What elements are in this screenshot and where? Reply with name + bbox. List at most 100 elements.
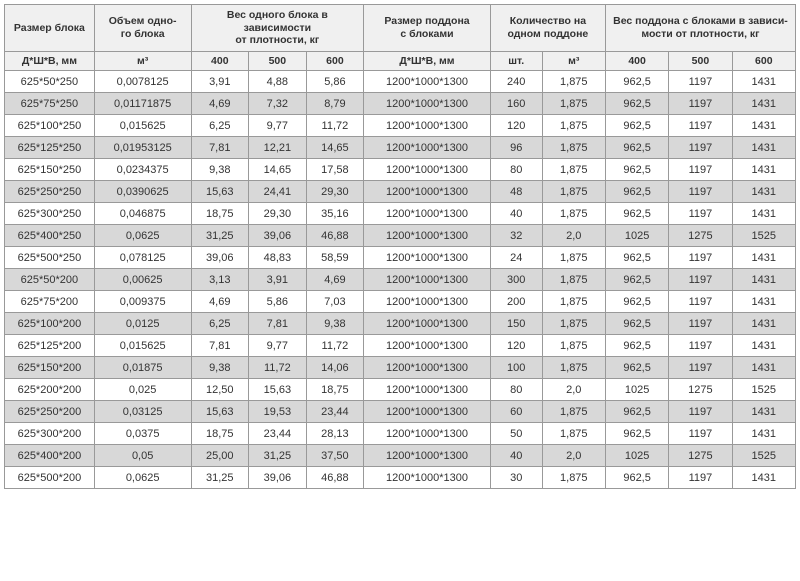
table-row: 625*400*2500,062531,2539,0646,881200*100… — [5, 225, 796, 247]
table-cell: 8,79 — [306, 93, 364, 115]
table-cell: 39,06 — [249, 225, 307, 247]
table-cell: 5,86 — [306, 71, 364, 93]
table-cell: 150 — [490, 313, 542, 335]
table-header: Размер блокаОбъем одно-го блокаВес одног… — [5, 5, 796, 71]
table-cell: 14,06 — [306, 357, 364, 379]
table-cell: 1200*1000*1300 — [364, 269, 491, 291]
table-cell: 1431 — [732, 401, 795, 423]
table-cell: 1431 — [732, 357, 795, 379]
table-cell: 0,0078125 — [94, 71, 191, 93]
header-cell: Количество наодном поддоне — [490, 5, 605, 52]
table-cell: 1200*1000*1300 — [364, 115, 491, 137]
table-cell: 625*250*250 — [5, 181, 95, 203]
table-cell: 1197 — [669, 247, 732, 269]
table-cell: 1525 — [732, 445, 795, 467]
subheader-cell: 600 — [732, 51, 795, 71]
table-row: 625*125*2500,019531257,8112,2114,651200*… — [5, 137, 796, 159]
table-cell: 1025 — [605, 445, 668, 467]
table-cell: 7,81 — [249, 313, 307, 335]
table-cell: 962,5 — [605, 137, 668, 159]
table-row: 625*200*2000,02512,5015,6318,751200*1000… — [5, 379, 796, 401]
table-cell: 9,38 — [306, 313, 364, 335]
table-cell: 0,0390625 — [94, 181, 191, 203]
table-cell: 962,5 — [605, 313, 668, 335]
table-cell: 962,5 — [605, 159, 668, 181]
table-cell: 7,81 — [191, 137, 249, 159]
table-cell: 240 — [490, 71, 542, 93]
table-cell: 7,32 — [249, 93, 307, 115]
table-cell: 35,16 — [306, 203, 364, 225]
table-cell: 1275 — [669, 445, 732, 467]
table-cell: 0,015625 — [94, 335, 191, 357]
table-cell: 1197 — [669, 71, 732, 93]
table-cell: 962,5 — [605, 203, 668, 225]
table-cell: 1431 — [732, 93, 795, 115]
table-cell: 24 — [490, 247, 542, 269]
table-cell: 1197 — [669, 115, 732, 137]
table-body: 625*50*2500,00781253,914,885,861200*1000… — [5, 71, 796, 489]
table-cell: 0,05 — [94, 445, 191, 467]
table-cell: 19,53 — [249, 401, 307, 423]
table-cell: 0,01875 — [94, 357, 191, 379]
table-cell: 4,69 — [191, 291, 249, 313]
table-row: 625*150*2000,018759,3811,7214,061200*100… — [5, 357, 796, 379]
table-cell: 7,81 — [191, 335, 249, 357]
table-cell: 40 — [490, 445, 542, 467]
table-cell: 9,77 — [249, 115, 307, 137]
subheader-cell: 500 — [249, 51, 307, 71]
table-cell: 625*400*250 — [5, 225, 95, 247]
table-cell: 18,75 — [191, 423, 249, 445]
table-cell: 0,046875 — [94, 203, 191, 225]
table-cell: 1525 — [732, 225, 795, 247]
table-cell: 18,75 — [306, 379, 364, 401]
table-cell: 625*300*250 — [5, 203, 95, 225]
table-cell: 120 — [490, 335, 542, 357]
table-cell: 962,5 — [605, 269, 668, 291]
table-cell: 625*300*200 — [5, 423, 95, 445]
table-cell: 29,30 — [249, 203, 307, 225]
table-cell: 100 — [490, 357, 542, 379]
table-cell: 1200*1000*1300 — [364, 467, 491, 489]
table-cell: 1200*1000*1300 — [364, 247, 491, 269]
table-cell: 1025 — [605, 379, 668, 401]
table-cell: 1197 — [669, 291, 732, 313]
table-row: 625*150*2500,02343759,3814,6517,581200*1… — [5, 159, 796, 181]
subheader-cell: Д*Ш*В, мм — [364, 51, 491, 71]
header-cell: Размер блока — [5, 5, 95, 52]
table-cell: 1,875 — [542, 93, 605, 115]
table-row: 625*50*2500,00781253,914,885,861200*1000… — [5, 71, 796, 93]
table-cell: 962,5 — [605, 93, 668, 115]
table-cell: 0,015625 — [94, 115, 191, 137]
table-cell: 0,0234375 — [94, 159, 191, 181]
table-cell: 48,83 — [249, 247, 307, 269]
table-cell: 12,21 — [249, 137, 307, 159]
table-cell: 962,5 — [605, 357, 668, 379]
table-cell: 200 — [490, 291, 542, 313]
table-cell: 962,5 — [605, 423, 668, 445]
table-cell: 15,63 — [191, 401, 249, 423]
table-cell: 37,50 — [306, 445, 364, 467]
table-cell: 1431 — [732, 159, 795, 181]
table-cell: 625*250*200 — [5, 401, 95, 423]
table-cell: 1,875 — [542, 357, 605, 379]
table-cell: 6,25 — [191, 313, 249, 335]
table-cell: 28,13 — [306, 423, 364, 445]
table-cell: 15,63 — [191, 181, 249, 203]
table-cell: 962,5 — [605, 291, 668, 313]
table-cell: 1197 — [669, 357, 732, 379]
table-cell: 962,5 — [605, 247, 668, 269]
table-cell: 1200*1000*1300 — [364, 159, 491, 181]
table-cell: 1200*1000*1300 — [364, 225, 491, 247]
table-cell: 29,30 — [306, 181, 364, 203]
table-cell: 1200*1000*1300 — [364, 379, 491, 401]
table-cell: 1,875 — [542, 313, 605, 335]
table-cell: 120 — [490, 115, 542, 137]
table-cell: 1200*1000*1300 — [364, 291, 491, 313]
table-cell: 1200*1000*1300 — [364, 181, 491, 203]
table-row: 625*250*2500,039062515,6324,4129,301200*… — [5, 181, 796, 203]
header-cell: Вес поддона с блоками в зависи-мости от … — [605, 5, 795, 52]
table-cell: 625*50*250 — [5, 71, 95, 93]
table-cell: 1197 — [669, 313, 732, 335]
table-cell: 160 — [490, 93, 542, 115]
table-row: 625*125*2000,0156257,819,7711,721200*100… — [5, 335, 796, 357]
